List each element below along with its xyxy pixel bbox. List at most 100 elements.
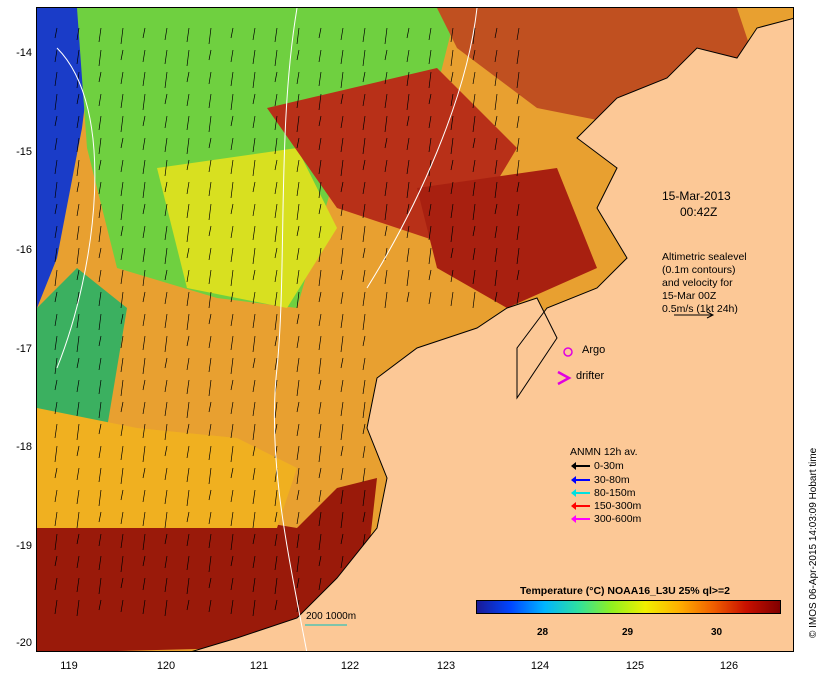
velocity-arrow: [120, 555, 124, 573]
velocity-arrow: [142, 467, 146, 479]
velocity-arrow: [142, 533, 146, 551]
velocity-arrow: [164, 291, 168, 305]
velocity-arrow: [252, 335, 256, 353]
velocity-arrow: [362, 423, 366, 435]
velocity-arrow: [54, 379, 58, 391]
velocity-arrow: [274, 181, 278, 195]
velocity-arrow: [274, 269, 278, 283]
velocity-arrow: [142, 159, 146, 175]
velocity-arrow: [274, 423, 278, 435]
velocity-arrow: [76, 27, 80, 41]
velocity-arrow: [98, 401, 102, 419]
velocity-arrow: [120, 577, 124, 589]
velocity-arrow: [318, 181, 322, 199]
velocity-arrow: [494, 203, 498, 215]
lat-tick: -19: [16, 540, 32, 552]
velocity-arrow: [516, 49, 520, 65]
velocity-arrow: [54, 71, 58, 87]
velocity-arrow: [76, 313, 80, 329]
velocity-arrow: [142, 49, 146, 63]
velocity-arrow: [274, 115, 278, 131]
velocity-arrow: [516, 115, 520, 129]
colorbar-tick-29: 29: [622, 627, 634, 638]
velocity-arrow: [428, 137, 432, 153]
velocity-arrow: [362, 269, 366, 283]
velocity-arrow: [164, 49, 168, 65]
yellow-water-region: [157, 148, 337, 308]
velocity-arrow: [186, 489, 190, 507]
velocity-arrow: [142, 401, 146, 415]
velocity-arrow: [230, 159, 234, 175]
velocity-arrow: [98, 203, 102, 219]
arrow-icon: [571, 502, 590, 511]
velocity-arrow: [516, 27, 520, 41]
velocity-arrow: [76, 599, 80, 617]
velocity-arrow: [252, 93, 256, 105]
velocity-arrow: [318, 115, 322, 127]
velocity-arrow: [362, 27, 366, 43]
velocity-arrow: [76, 489, 80, 505]
velocity-arrow: [186, 71, 190, 83]
velocity-arrow: [120, 247, 124, 261]
velocity-arrow: [120, 489, 124, 501]
velocity-arrow: [142, 357, 146, 375]
velocity-arrow: [296, 423, 300, 437]
velocity-arrow: [384, 115, 388, 133]
velocity-arrow: [186, 555, 190, 571]
velocity-arrow: [142, 203, 146, 215]
velocity-arrow: [120, 49, 124, 61]
velocity-arrow: [208, 181, 212, 197]
velocity-arrow: [318, 577, 322, 591]
velocity-arrow: [208, 27, 212, 45]
velocity-arrow: [164, 115, 168, 129]
velocity-arrow: [230, 203, 234, 215]
velocity-arrow: [230, 577, 234, 591]
velocity-arrow: [318, 49, 322, 63]
lat-tick: -14: [16, 47, 32, 59]
velocity-arrow: [142, 445, 146, 463]
velocity-arrow: [274, 489, 278, 507]
velocity-arrow: [384, 181, 388, 197]
velocity-arrow: [230, 335, 234, 351]
velocity-arrow: [428, 225, 432, 241]
velocity-arrow: [120, 27, 124, 45]
velocity-arrow: [208, 93, 212, 109]
velocity-arrow: [186, 203, 190, 219]
velocity-arrow: [340, 313, 344, 329]
velocity-arrow: [362, 467, 366, 483]
velocity-arrow: [54, 269, 58, 287]
velocity-arrow: [54, 93, 58, 111]
velocity-arrow: [98, 71, 102, 83]
velocity-arrow: [186, 423, 190, 435]
velocity-arrow: [450, 247, 454, 259]
velocity-arrow: [164, 577, 168, 593]
velocity-arrow: [164, 335, 168, 353]
velocity-arrow: [76, 115, 80, 129]
velocity-arrow: [54, 115, 58, 127]
velocity-arrow: [274, 71, 278, 83]
velocity-arrow: [208, 313, 212, 325]
velocity-arrow: [318, 401, 322, 415]
land-mass: [191, 18, 793, 651]
velocity-arrow: [362, 181, 366, 195]
velocity-arrow: [362, 247, 366, 259]
velocity-arrow: [76, 511, 80, 529]
isobath-label: 200 1000m: [306, 611, 357, 622]
velocity-arrow: [76, 181, 80, 193]
velocity-arrow: [98, 159, 102, 171]
velocity-arrow: [120, 533, 124, 549]
velocity-arrow: [296, 467, 300, 485]
lat-tick: -16: [16, 244, 32, 256]
arrow-icon: [571, 462, 590, 471]
velocity-arrow: [406, 269, 410, 287]
lat-tick: -15: [16, 146, 32, 158]
velocity-arrow: [362, 401, 366, 419]
velocity-arrow: [186, 181, 190, 195]
velocity-arrow: [230, 115, 234, 127]
velocity-arrow: [516, 137, 520, 153]
velocity-arrow: [98, 225, 102, 243]
velocity-arrow: [164, 533, 168, 545]
velocity-arrow: [164, 27, 168, 41]
temperature-colorbar: [476, 600, 781, 614]
velocity-arrow: [406, 247, 410, 263]
